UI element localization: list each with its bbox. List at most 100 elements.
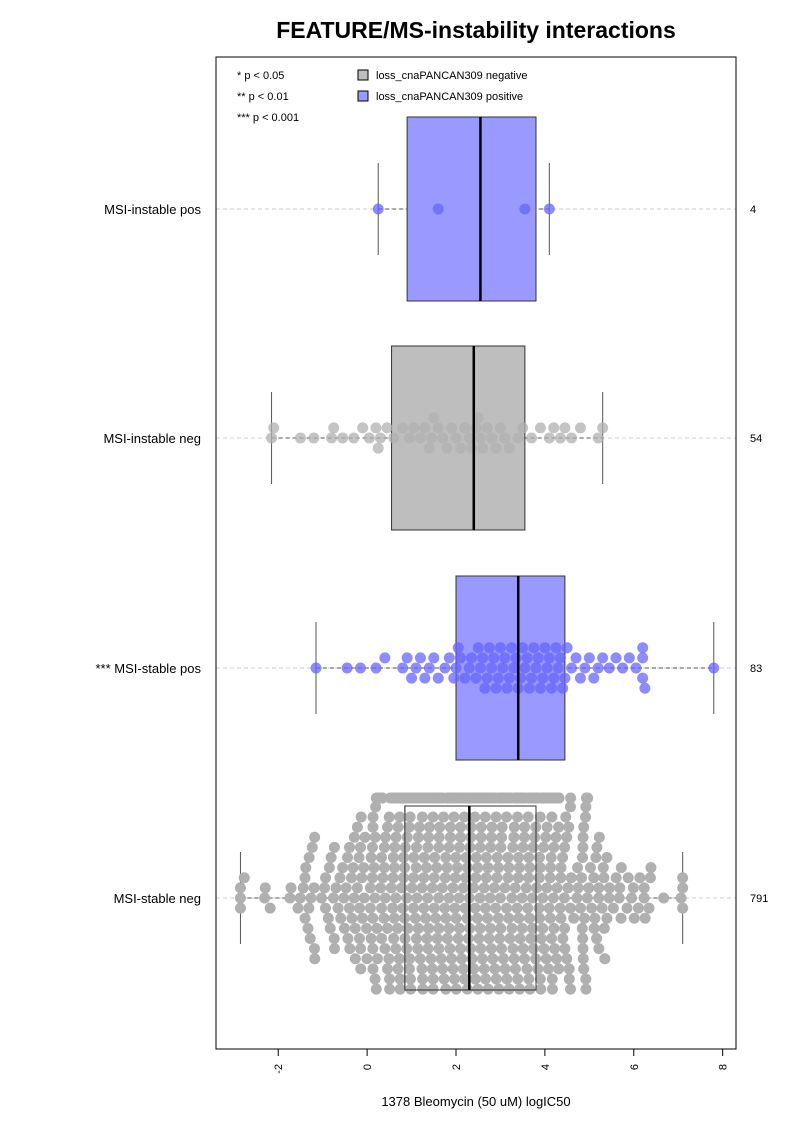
group-3-point (433, 943, 445, 955)
group-2-point (459, 672, 471, 684)
group-3-point (342, 852, 354, 864)
group-3-point (622, 872, 634, 884)
group-3-point (582, 792, 594, 804)
group-3-point (408, 852, 420, 864)
group-3-point (455, 821, 467, 833)
group-3-point (318, 882, 330, 894)
group-3-point (516, 892, 528, 904)
group-3-point (367, 943, 379, 955)
group-3-point (597, 862, 609, 874)
group-3-point (643, 902, 655, 914)
group-3-point (522, 902, 534, 914)
group-3-point (598, 922, 610, 934)
group-3-point (486, 821, 498, 833)
group-3-point (502, 872, 514, 884)
group-3-point (450, 983, 462, 995)
significance-legend-item: * p < 0.05 (237, 70, 284, 82)
group-2-point (463, 662, 475, 674)
group-3-point (369, 892, 381, 904)
group-3-point (626, 892, 638, 904)
group-2-point (566, 662, 578, 674)
group-3-point (580, 801, 592, 813)
group-3-point (234, 902, 246, 914)
group-3-point (578, 912, 590, 924)
group-3-point (549, 943, 561, 955)
group-2-point (479, 682, 491, 694)
group-2-point (503, 672, 515, 684)
group-3-point (529, 831, 541, 843)
group-3-point (517, 841, 529, 853)
group-3-point (328, 943, 340, 955)
group-3-point (443, 922, 455, 934)
group-3-point (234, 892, 246, 904)
group-1-point (326, 432, 338, 444)
group-1-point (490, 442, 502, 454)
group-3-point (394, 811, 406, 823)
group-2-point (557, 682, 569, 694)
group-2-point (414, 652, 426, 664)
group-3-point (416, 811, 428, 823)
group-3-point (384, 973, 396, 985)
group-3-point (553, 963, 565, 975)
group-3-point (677, 882, 689, 894)
group-3-point (615, 912, 627, 924)
group-3-point (436, 882, 448, 894)
group-2-point (548, 672, 560, 684)
group-3-point (378, 862, 390, 874)
group-2-point (546, 682, 558, 694)
group-3-point (353, 932, 365, 944)
group-2-point (483, 642, 495, 654)
group-3-point (441, 862, 453, 874)
group-3-point (514, 983, 526, 995)
group-3-point (449, 872, 461, 884)
group-3-point (534, 973, 546, 985)
group-1-point (337, 432, 349, 444)
group-3-point (563, 973, 575, 985)
group-3-point (534, 811, 546, 823)
group-3-point (562, 882, 574, 894)
group-3-point (381, 922, 393, 934)
group-3-point (264, 902, 276, 914)
group-3-point (564, 902, 576, 914)
group-2-point (492, 672, 504, 684)
group-3-point (491, 852, 503, 864)
group-3-point (367, 963, 379, 975)
group-3-point (479, 902, 491, 914)
group-3-point (584, 862, 596, 874)
group-3-point (390, 831, 402, 843)
group-3-point (537, 892, 549, 904)
group-3-point (388, 912, 400, 924)
group-3-point (440, 852, 452, 864)
group-3-point (416, 963, 428, 975)
group-3-point (488, 882, 500, 894)
group-3-point (349, 922, 361, 934)
group-3-point (501, 973, 513, 985)
group-3-point (418, 902, 430, 914)
group-3-point (417, 973, 429, 985)
group-3-point (480, 872, 492, 884)
group-2-point (410, 662, 422, 674)
group-3-point (426, 882, 438, 894)
group-3-point (540, 953, 552, 965)
group-3-point (396, 882, 408, 894)
group-2-point (708, 662, 720, 674)
group-3-point (485, 943, 497, 955)
group-3-point (422, 892, 434, 904)
group-3-point (448, 811, 460, 823)
group-2-point (552, 662, 564, 674)
group-3-point (577, 841, 589, 853)
group-3-point (401, 943, 413, 955)
group-3-point (490, 811, 502, 823)
group-3-point (644, 872, 656, 884)
group-3-point (428, 902, 440, 914)
group-3-point (506, 892, 518, 904)
group-3-point (470, 872, 482, 884)
group-3-point (364, 882, 376, 894)
group-3-point (508, 953, 520, 965)
group-3-point (547, 892, 559, 904)
group-2-point (488, 652, 500, 664)
group-3-point (410, 862, 422, 874)
group-3-point (427, 983, 439, 995)
group-2-label: *** MSI-stable pos (96, 661, 202, 676)
group-3-point (342, 932, 354, 944)
